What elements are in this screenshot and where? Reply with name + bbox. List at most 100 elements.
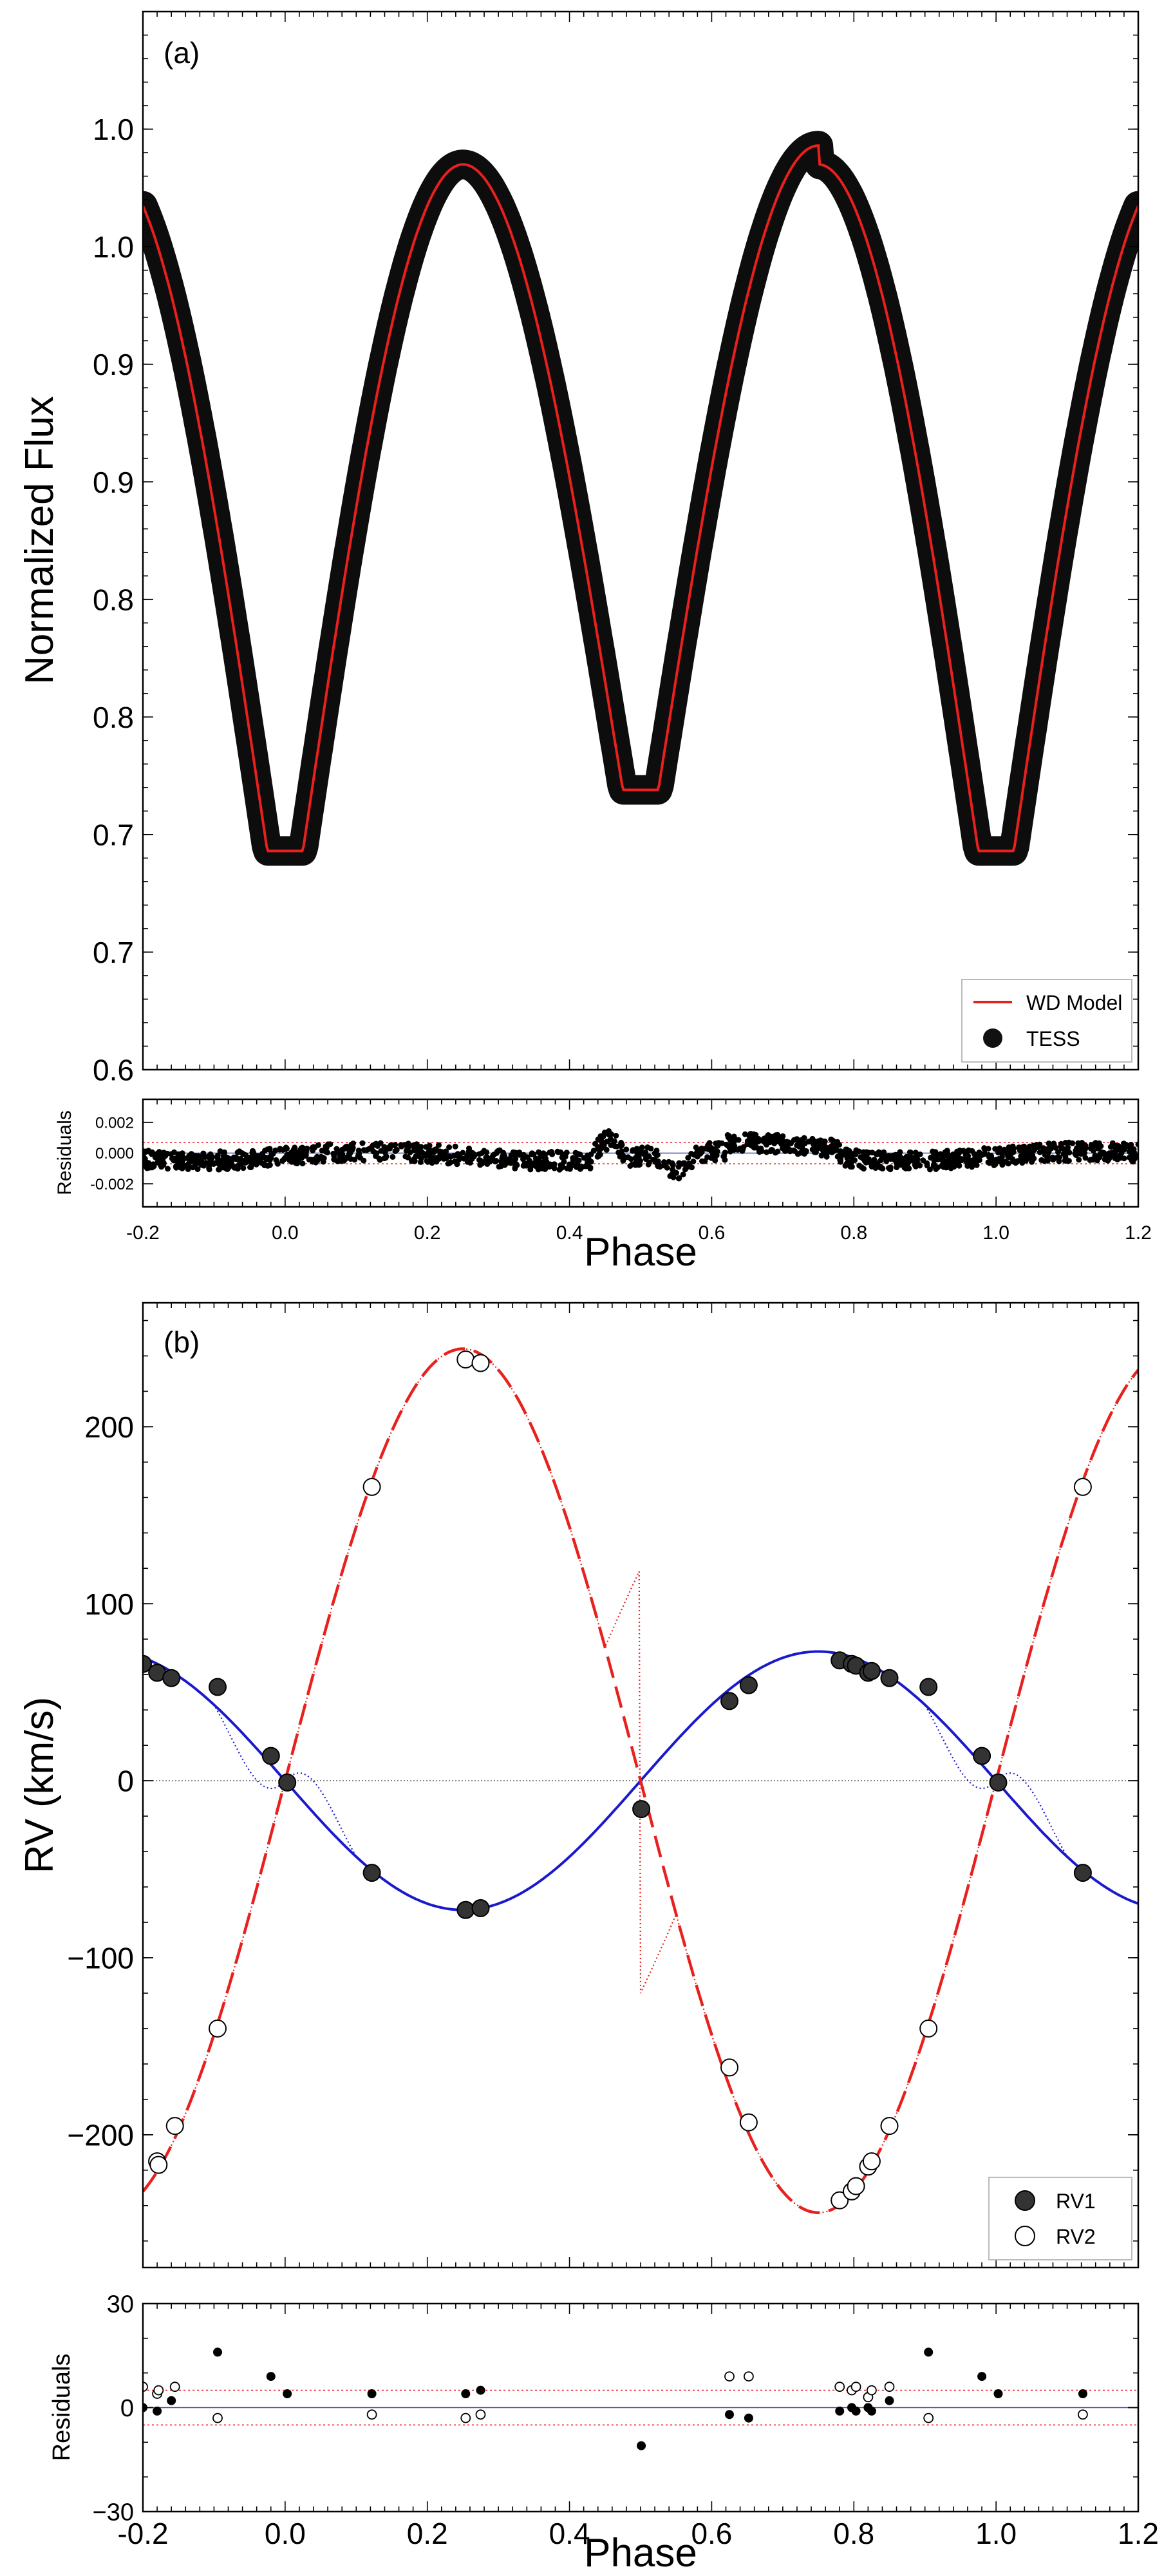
tess-residual-point	[939, 1153, 946, 1159]
tess-residual-point	[282, 1146, 288, 1152]
tess-residual-point	[670, 1162, 676, 1168]
light-curve-residuals-x-tick-label: -0.2	[126, 1222, 160, 1244]
rv1-residual-point	[461, 2389, 471, 2398]
tess-residual-point	[262, 1148, 268, 1154]
rv2-residual-point	[724, 2371, 735, 2382]
tess-residual-point	[722, 1157, 728, 1163]
rv2-point	[919, 2019, 938, 2038]
tess-residual-point	[1129, 1157, 1135, 1164]
light-curve-y-tick-label: 0.7	[93, 936, 134, 969]
rv2-residual-point	[153, 2385, 164, 2396]
rv2-residual-point	[460, 2412, 471, 2423]
tess-residual-point	[267, 1146, 273, 1152]
light-curve-residuals-x-tick-label: 1.0	[982, 1222, 1009, 1244]
tess-residual-point	[653, 1148, 660, 1154]
tess-residual-point	[520, 1162, 527, 1169]
tess-residual-point	[973, 1156, 980, 1162]
rv2-residual-point	[923, 2412, 934, 2423]
tess-residual-point	[730, 1138, 737, 1144]
tess-residual-point	[526, 1157, 532, 1164]
tess-residual-point	[314, 1153, 320, 1160]
tess-residual-point	[158, 1151, 165, 1157]
tess-residual-point	[892, 1156, 898, 1162]
tess-residual-point	[858, 1164, 865, 1170]
rv-data-points	[143, 1350, 1092, 2210]
tess-residual-point	[484, 1154, 490, 1160]
tess-residual-point	[436, 1142, 442, 1148]
rv1-point	[162, 1669, 181, 1687]
tess-residual-point	[950, 1151, 956, 1157]
tess-residual-point	[602, 1130, 608, 1136]
tess-residual-point	[946, 1155, 953, 1161]
light-curve-data	[143, 131, 1138, 866]
tess-residual-point	[342, 1155, 348, 1161]
tess-residual-point	[418, 1144, 424, 1150]
tess-residual-point	[226, 1159, 232, 1166]
tess-residual-point	[479, 1150, 485, 1156]
tess-residual-point	[306, 1157, 312, 1163]
tess-residual-point	[254, 1160, 260, 1166]
rv1-point	[278, 1773, 297, 1792]
tess-residual-point	[997, 1148, 1003, 1154]
tess-residual-point	[724, 1141, 730, 1148]
tess-residual-point	[547, 1150, 553, 1156]
tess-residual-point	[310, 1147, 316, 1153]
tess-residual-point	[722, 1150, 728, 1156]
rv2-point	[209, 2019, 227, 2038]
light-curve-y-axis-title: Normalized Flux	[17, 396, 62, 685]
tess-residual-point	[185, 1166, 191, 1172]
light-curve-residuals-y-title: Residuals	[54, 1110, 75, 1195]
tess-residual-point	[538, 1159, 545, 1166]
tess-residual-point	[645, 1161, 652, 1168]
light-curve-residuals-x-tick-label: 1.2	[1125, 1222, 1152, 1244]
rv2-residual-point	[366, 2409, 377, 2420]
tess-residual-point	[840, 1151, 847, 1158]
tess-residual-point	[381, 1144, 388, 1150]
tess-residual-point	[964, 1159, 970, 1166]
light-curve-residuals-x-tick-label: 0.0	[272, 1222, 299, 1244]
tess-residual-point	[426, 1152, 433, 1159]
tess-residual-point	[431, 1149, 437, 1155]
tess-residual-point	[1011, 1146, 1017, 1152]
tess-residual-point	[897, 1149, 903, 1155]
tess-residual-point	[319, 1148, 325, 1154]
tess-residual-point	[858, 1154, 864, 1160]
light-curve-residuals-x-tick-label: 0.2	[414, 1222, 441, 1244]
tess-residual-point	[955, 1160, 962, 1167]
tess-residual-point	[464, 1153, 471, 1159]
light-curve-residuals-panel: -0.2 0.0 0.2 0.4 0.6 0.8 1.0 1.2 0.002 0.000 -0.00…	[54, 1098, 1152, 1274]
tess-residual-point	[438, 1149, 445, 1155]
tess-residual-point	[561, 1159, 567, 1165]
tess-residual-point	[223, 1166, 230, 1172]
rv-residuals-y-tick-label: −30	[93, 2499, 134, 2526]
tess-residual-point	[999, 1155, 1004, 1162]
tess-residual-point	[1126, 1149, 1132, 1155]
tess-residual-point	[920, 1157, 926, 1164]
rv2-point	[862, 2152, 881, 2171]
tess-residual-point	[352, 1157, 358, 1163]
tess-residual-point	[731, 1147, 737, 1153]
rv-y-tick-label: 100	[84, 1587, 134, 1621]
rv1-residual-point	[367, 2389, 377, 2398]
tess-residual-point	[976, 1150, 982, 1155]
tess-residual-point	[256, 1153, 263, 1159]
tess-residual-point	[495, 1148, 502, 1154]
tess-residual-point	[655, 1161, 662, 1167]
tess-residual-point	[542, 1151, 549, 1158]
tess-residual-point	[216, 1166, 222, 1173]
tess-residual-point	[418, 1149, 425, 1155]
tess-residual-point	[1022, 1148, 1029, 1154]
tess-residual-point	[675, 1175, 682, 1182]
rv1-residual-point	[867, 2406, 876, 2416]
tess-residual-point	[489, 1157, 495, 1163]
tess-residual-point	[460, 1150, 466, 1156]
tess-residual-point	[985, 1151, 991, 1158]
tess-residual-point	[740, 1146, 746, 1153]
tess-residual-point	[143, 1160, 148, 1166]
rv-residuals-frame	[142, 2302, 1140, 2513]
light-curve-residual-ticks: -0.2 0.0 0.2 0.4 0.6 0.8 1.0 1.2 0.002 0.000 -0.00…	[90, 1099, 1152, 1244]
tess-residual-point	[1121, 1155, 1127, 1162]
tess-residual-point	[202, 1154, 209, 1160]
tess-residual-point	[661, 1159, 667, 1165]
rv1-residual-point	[744, 2413, 753, 2423]
